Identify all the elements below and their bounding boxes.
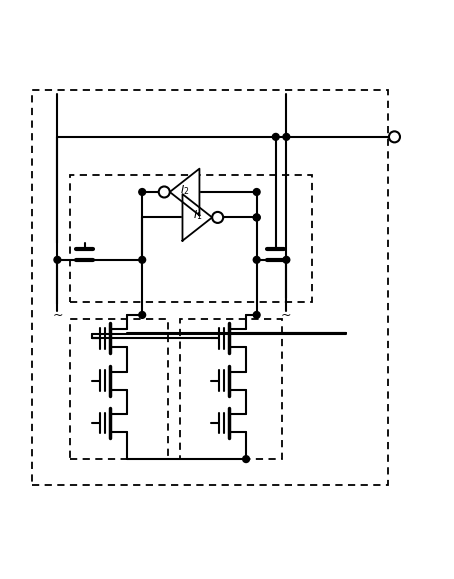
- Circle shape: [253, 214, 260, 221]
- Circle shape: [139, 189, 146, 195]
- Text: ~: ~: [281, 309, 291, 321]
- Circle shape: [283, 256, 290, 263]
- Circle shape: [253, 256, 260, 263]
- Circle shape: [389, 131, 400, 142]
- Circle shape: [253, 214, 260, 221]
- Circle shape: [253, 189, 260, 195]
- Circle shape: [243, 456, 249, 463]
- Circle shape: [283, 134, 290, 140]
- Text: $I_2$: $I_2$: [180, 183, 189, 197]
- Circle shape: [139, 256, 146, 263]
- Text: $I_1$: $I_1$: [192, 208, 202, 222]
- Circle shape: [253, 312, 260, 318]
- Circle shape: [272, 134, 279, 140]
- Polygon shape: [170, 168, 199, 215]
- Text: ~: ~: [52, 309, 63, 321]
- Circle shape: [212, 212, 223, 223]
- Circle shape: [54, 256, 61, 263]
- Circle shape: [139, 312, 146, 318]
- Circle shape: [159, 186, 170, 197]
- Polygon shape: [183, 194, 212, 241]
